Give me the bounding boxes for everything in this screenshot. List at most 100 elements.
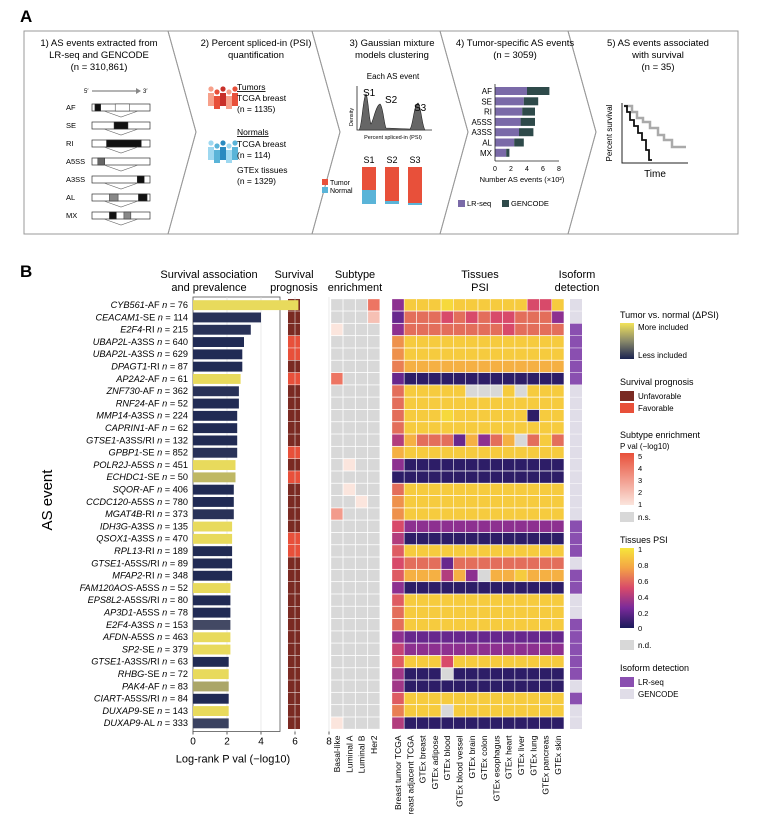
- tissue-psi-cell: [441, 680, 454, 693]
- tissue-psi-cell: [416, 630, 429, 644]
- bar-row-polr2j-a5ss-n-451: [193, 460, 236, 470]
- xaxis-tick-label: 8: [326, 737, 332, 748]
- person-head: [214, 143, 220, 149]
- event-gene: DUXAP9: [104, 718, 141, 728]
- event-label: EPS8L2-A5SS/RI n = 80: [88, 595, 188, 605]
- header-survival-assoc: Survival association: [160, 269, 257, 281]
- tissue-psi-cell: [441, 630, 454, 644]
- legend-delta-less: Less included: [638, 351, 687, 360]
- isoform-cell: [570, 520, 582, 533]
- tissue-psi-cell: [416, 594, 429, 607]
- legend-sub-tick-1: 1: [638, 500, 642, 509]
- subtype-cell: [330, 311, 343, 324]
- event-type: -SE: [140, 312, 158, 322]
- subtype-cell: [355, 483, 368, 496]
- event-n-symbol: n: [162, 657, 167, 667]
- tissue-psi-cell: [539, 471, 552, 484]
- subtype-cell: [343, 680, 356, 693]
- tissue-psi-cell: [477, 569, 491, 582]
- tissue-psi-cell: [539, 680, 552, 693]
- tissue-psi-cell: [477, 384, 491, 398]
- subtype-cell: [330, 581, 343, 594]
- isoform-cell: [570, 569, 582, 582]
- tissue-psi-cell: [490, 618, 503, 631]
- tissue-col-gtex-brain: GTEx brain: [467, 735, 477, 778]
- normals-n: (n = 114): [237, 150, 271, 160]
- event-n: = 362: [162, 386, 188, 396]
- event-label: CIART-A5SS/RI n = 84: [94, 694, 188, 704]
- legend-psi-tick-0.8: 0.8: [638, 561, 648, 570]
- step-4-title: 4) Tumor-specific AS events: [456, 38, 575, 49]
- header-survival-prog: Survival: [274, 269, 313, 281]
- tissue-psi-cell: [453, 630, 466, 644]
- event-gene: PAK4: [122, 681, 145, 691]
- tissue-psi-cell: [527, 643, 540, 656]
- xaxis-tick-label: 2: [224, 737, 230, 748]
- bar-row-gtse1-a3ss-ri-n-63: [193, 656, 229, 667]
- subtype-cell: [343, 458, 356, 471]
- bar-row-mmp14-a3ss-n-224: [193, 410, 238, 421]
- subtype-cell: [330, 409, 343, 422]
- tissue-psi-cell: [441, 692, 454, 705]
- event-gene: GTSE1: [91, 657, 121, 667]
- tissue-psi-cell: [428, 384, 442, 398]
- tissue-psi-cell: [514, 335, 528, 348]
- subtype-cell: [355, 458, 368, 471]
- subtype-cell: [355, 507, 368, 521]
- gtex-n: (n = 1329): [237, 176, 276, 186]
- tissue-psi-cell: [502, 298, 515, 311]
- tissue-psi-cell: [441, 397, 454, 410]
- tissue-psi-cell: [453, 594, 466, 607]
- isoform-cell: [570, 335, 582, 348]
- tissue-psi-cell: [551, 704, 565, 717]
- tissue-psi-cell: [441, 557, 454, 570]
- subtype-cell: [343, 471, 356, 484]
- legend-favorable-swatch: [620, 403, 634, 413]
- survival-cell: [288, 520, 300, 533]
- isoform-cell: [570, 618, 582, 631]
- survival-axes: [621, 103, 688, 164]
- isoform-cell: [570, 372, 582, 385]
- subtype-cell: [367, 323, 380, 336]
- subtype-cell: [367, 655, 380, 668]
- event-n: = 640: [162, 337, 188, 347]
- tissue-psi-cell: [404, 569, 417, 582]
- cluster-label-s3: S3: [414, 103, 427, 114]
- tissue-psi-cell: [441, 372, 454, 385]
- tissue-psi-cell: [539, 384, 552, 398]
- tissue-psi-cell: [404, 372, 417, 385]
- event-type: -A3SS: [128, 349, 157, 359]
- tissue-psi-cell: [490, 557, 503, 570]
- survival-cell: [288, 532, 300, 545]
- legend-gencode-label: GENCODE: [511, 199, 549, 208]
- tissue-psi-cell: [477, 495, 491, 508]
- tissue-psi-cell: [391, 298, 405, 311]
- subtype-cell: [367, 507, 380, 521]
- survival-cell: [288, 581, 300, 594]
- tissue-psi-cell: [391, 581, 405, 594]
- event-n-symbol: n: [157, 386, 162, 396]
- tissue-psi-cell: [514, 471, 528, 484]
- tissue-psi-cell: [539, 520, 552, 533]
- event-label: E2F4-A3SS n = 153: [106, 620, 188, 630]
- tissue-psi-cell: [404, 544, 417, 557]
- tissue-psi-cell: [514, 360, 528, 373]
- tissue-psi-cell: [477, 544, 491, 557]
- tissue-psi-cell: [453, 323, 466, 336]
- tissue-psi-cell: [428, 717, 442, 730]
- transcript-a3ss: [91, 175, 151, 184]
- tissue-psi-cell: [539, 544, 552, 557]
- bar-row-znf730-af-n-362: [193, 386, 239, 397]
- tissue-psi-cell: [428, 704, 442, 717]
- subtype-cell: [355, 298, 368, 311]
- bar-row-pak4-af-n-83: [193, 681, 229, 692]
- tissue-psi-cell: [441, 323, 454, 336]
- tissue-psi-cell: [514, 348, 528, 361]
- tissue-psi-cell: [428, 421, 442, 434]
- subtype-cell: [367, 594, 380, 607]
- tissue-psi-cell: [514, 458, 528, 471]
- subtype-cell: [343, 483, 356, 496]
- tissue-psi-cell: [527, 532, 540, 545]
- legend-psi-tick-1: 1: [638, 545, 642, 554]
- tissue-psi-cell: [477, 458, 491, 471]
